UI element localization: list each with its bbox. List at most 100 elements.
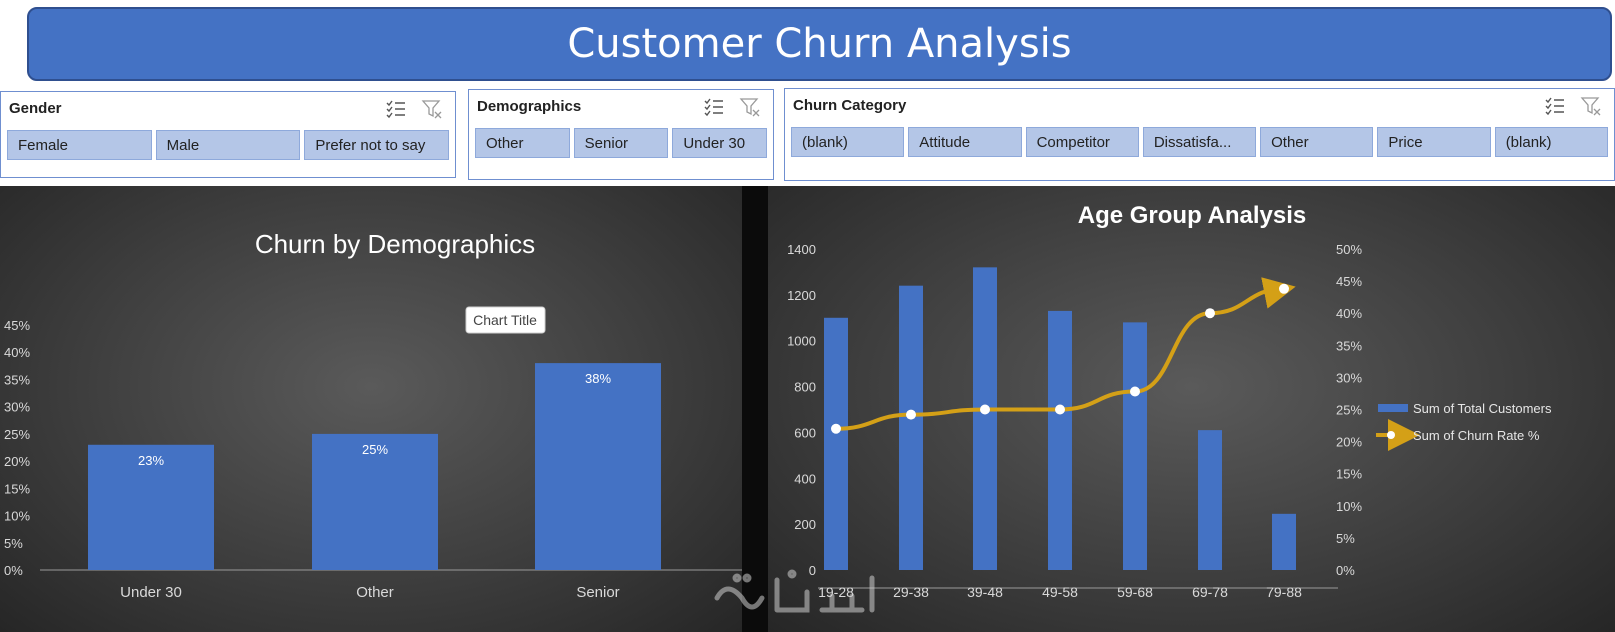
panel-divider (742, 186, 768, 632)
line-arrowhead (1261, 277, 1296, 309)
x-tick-label: 49-58 (1042, 584, 1078, 600)
line-point[interactable] (1130, 386, 1140, 397)
bar[interactable] (1198, 430, 1222, 570)
bar[interactable] (1272, 513, 1296, 570)
bar[interactable] (824, 317, 848, 570)
line-point[interactable] (1205, 308, 1215, 319)
x-tick-label: 29-38 (893, 584, 929, 600)
x-tick-label: Under 30 (120, 584, 182, 601)
age-group-combo-chart[interactable]: Age Group Analysis 0 200 400 600 800 1000 1200… (768, 186, 1615, 632)
y-left-tick-label: 200 (794, 517, 816, 532)
chart-title: Age Group Analysis (1078, 202, 1307, 229)
churn-category-slicer: Churn Category (blank) Attitude Competit… (784, 88, 1615, 181)
clear-filter-icon[interactable] (1580, 95, 1602, 117)
y-right-tick-label: 15% (1336, 467, 1362, 482)
data-label: 23% (138, 453, 164, 468)
slicer-item-female[interactable]: Female (7, 130, 152, 160)
chart-title-tooltip: Chart Title (465, 306, 546, 334)
title-banner: Customer Churn Analysis (27, 7, 1612, 81)
y-right-tick-label: 30% (1336, 370, 1362, 385)
line-point[interactable] (980, 404, 990, 415)
slicer-item-competitor[interactable]: Competitor (1025, 127, 1139, 157)
legend-swatch-point (1387, 431, 1395, 439)
x-tick-label: 39-48 (967, 584, 1003, 600)
y-tick-label: 30% (4, 400, 30, 415)
y-tick-label: 0% (4, 563, 23, 578)
x-tick-label: 19-28 (818, 584, 854, 600)
y-left-tick-label: 1400 (787, 242, 816, 257)
y-right-tick-label: 20% (1336, 435, 1362, 450)
y-left-tick-label: 400 (794, 471, 816, 486)
bar[interactable] (535, 363, 661, 570)
slicer-item-senior[interactable]: Senior (573, 128, 669, 158)
y-tick-label: 20% (4, 454, 30, 469)
bar[interactable] (88, 444, 214, 570)
multi-select-icon[interactable] (703, 96, 725, 118)
tooltip-text: Chart Title (473, 312, 537, 328)
demographics-slicer: Demographics Other Senior Under 30 (468, 89, 774, 180)
y-right-tick-label: 25% (1336, 403, 1362, 418)
y-tick-label: 25% (4, 427, 30, 442)
slicer-item-prefer-not-to-say[interactable]: Prefer not to say (304, 130, 450, 160)
y-left-tick-label: 0 (809, 563, 816, 578)
y-tick-label: 5% (4, 536, 23, 551)
age-group-chart-panel[interactable]: Age Group Analysis 0 200 400 600 800 1000 1200… (768, 186, 1615, 632)
line-point[interactable] (1055, 404, 1065, 415)
data-label: 25% (362, 442, 388, 457)
legend-swatch-bar (1378, 404, 1408, 412)
y-tick-label: 10% (4, 509, 30, 524)
y-right-tick-label: 35% (1336, 338, 1362, 353)
bar[interactable] (1123, 322, 1147, 570)
slicer-item-male[interactable]: Male (155, 130, 301, 160)
line-point[interactable] (831, 423, 841, 434)
data-label: 38% (585, 371, 611, 386)
clear-filter-icon[interactable] (421, 98, 443, 120)
slicer-item-other[interactable]: Other (1260, 127, 1374, 157)
slicer-item-dissatisfaction[interactable]: Dissatisfa... (1142, 127, 1257, 157)
bar[interactable] (1048, 310, 1072, 570)
clear-filter-icon[interactable] (739, 96, 761, 118)
y-right-tick-label: 10% (1336, 499, 1362, 514)
slicer-item-blank-2[interactable]: (blank) (1494, 127, 1608, 157)
slicer-item-other[interactable]: Other (475, 128, 570, 158)
y-left-tick-label: 1000 (787, 334, 816, 349)
x-tick-label: Other (356, 584, 394, 601)
legend-label: Sum of Churn Rate % (1413, 428, 1540, 443)
chart-title: Churn by Demographics (255, 229, 535, 259)
y-right-tick-label: 40% (1336, 306, 1362, 321)
y-right-tick-label: 5% (1336, 531, 1355, 546)
y-right-tick-label: 50% (1336, 242, 1362, 257)
gender-slicer: Gender Female Male Prefer not to say (0, 91, 456, 178)
bar[interactable] (899, 285, 923, 570)
bar[interactable] (312, 433, 438, 570)
legend-label: Sum of Total Customers (1413, 401, 1552, 416)
y-right-tick-label: 0% (1336, 563, 1355, 578)
y-tick-label: 40% (4, 345, 30, 360)
slicer-title: Gender (9, 100, 62, 117)
x-tick-label: 69-78 (1192, 584, 1228, 600)
slicer-title: Churn Category (793, 97, 907, 114)
slicer-item-attitude[interactable]: Attitude (908, 127, 1022, 157)
slicer-item-price[interactable]: Price (1377, 127, 1491, 157)
y-right-tick-label: 45% (1336, 274, 1362, 289)
multi-select-icon[interactable] (385, 98, 407, 120)
y-tick-label: 15% (4, 481, 30, 496)
y-left-tick-label: 600 (794, 425, 816, 440)
line-point[interactable] (1279, 283, 1289, 294)
multi-select-icon[interactable] (1544, 95, 1566, 117)
slicer-item-under-30[interactable]: Under 30 (672, 128, 768, 158)
y-left-tick-label: 800 (794, 380, 816, 395)
page-title: Customer Churn Analysis (567, 21, 1072, 67)
demographics-bar-chart[interactable]: Churn by Demographics 0% 5% 10% 15% 20% 25% 30… (0, 186, 742, 632)
watermark-logo (714, 569, 875, 613)
slicer-title: Demographics (477, 98, 582, 115)
x-tick-label: 79-88 (1266, 584, 1302, 600)
x-tick-label: 59-68 (1117, 584, 1153, 600)
y-tick-label: 35% (4, 372, 30, 387)
bar[interactable] (973, 267, 997, 570)
slicer-item-blank[interactable]: (blank) (791, 127, 905, 157)
y-tick-label: 45% (4, 318, 30, 333)
line-point[interactable] (906, 409, 916, 420)
demographics-chart-panel[interactable]: Churn by Demographics 0% 5% 10% 15% 20% 25% 30… (0, 186, 742, 632)
